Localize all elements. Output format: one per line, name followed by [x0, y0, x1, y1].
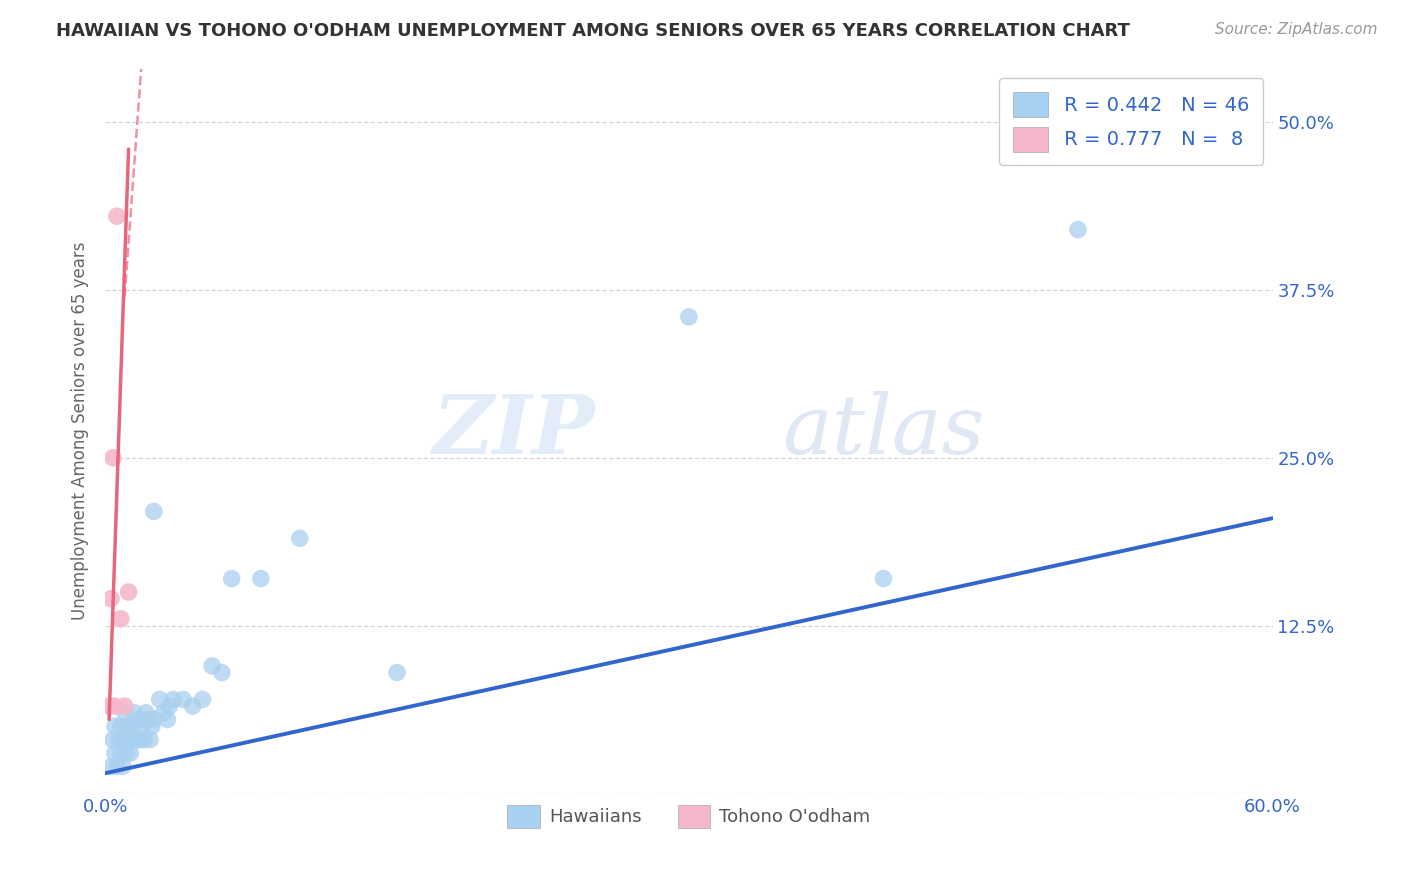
Point — [115, 746, 138, 760]
Point — [125, 732, 148, 747]
Point — [201, 658, 224, 673]
Point — [139, 732, 162, 747]
Point — [108, 732, 131, 747]
Point — [141, 719, 163, 733]
Point — [111, 759, 134, 773]
Point — [135, 706, 157, 720]
Point — [120, 746, 142, 760]
Point — [105, 759, 128, 773]
Point — [117, 585, 139, 599]
Point — [172, 692, 194, 706]
Point — [134, 732, 156, 747]
Point — [124, 706, 146, 720]
Point — [162, 692, 184, 706]
Point — [117, 732, 139, 747]
Point — [110, 746, 132, 760]
Point — [149, 692, 172, 706]
Point — [872, 572, 894, 586]
Point — [114, 706, 136, 720]
Point — [104, 746, 127, 760]
Point — [114, 732, 136, 747]
Point — [211, 665, 233, 680]
Point — [100, 759, 122, 773]
Point — [101, 732, 124, 747]
Point — [288, 531, 311, 545]
Point — [121, 719, 143, 733]
Point — [152, 706, 174, 720]
Point — [114, 699, 136, 714]
Point — [1067, 222, 1090, 236]
Point — [221, 572, 243, 586]
Text: HAWAIIAN VS TOHONO O'ODHAM UNEMPLOYMENT AMONG SENIORS OVER 65 YEARS CORRELATION : HAWAIIAN VS TOHONO O'ODHAM UNEMPLOYMENT … — [56, 22, 1130, 40]
Point — [124, 732, 146, 747]
Y-axis label: Unemployment Among Seniors over 65 years: Unemployment Among Seniors over 65 years — [72, 242, 89, 620]
Point — [142, 713, 165, 727]
Point — [142, 504, 165, 518]
Point — [156, 713, 179, 727]
Point — [127, 713, 149, 727]
Point — [110, 719, 132, 733]
Point — [98, 699, 121, 714]
Point — [250, 572, 273, 586]
Point — [101, 450, 124, 465]
Point — [104, 719, 127, 733]
Point — [136, 713, 159, 727]
Point — [117, 719, 139, 733]
Point — [104, 699, 127, 714]
Point — [678, 310, 700, 324]
Legend: Hawaiians, Tohono O'odham: Hawaiians, Tohono O'odham — [501, 797, 877, 835]
Point — [105, 209, 128, 223]
Text: ZIP: ZIP — [433, 391, 596, 471]
Point — [181, 699, 204, 714]
Text: Source: ZipAtlas.com: Source: ZipAtlas.com — [1215, 22, 1378, 37]
Point — [191, 692, 214, 706]
Point — [129, 732, 152, 747]
Point — [100, 591, 122, 606]
Point — [110, 612, 132, 626]
Point — [385, 665, 408, 680]
Point — [157, 699, 180, 714]
Text: atlas: atlas — [782, 391, 984, 471]
Point — [131, 719, 153, 733]
